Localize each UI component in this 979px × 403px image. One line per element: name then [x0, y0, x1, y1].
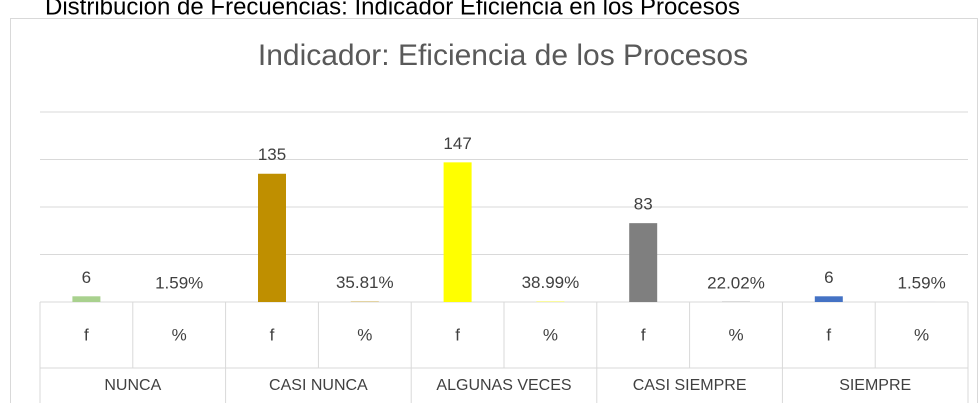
bar: [258, 173, 286, 302]
data-label: 135: [258, 145, 286, 164]
x-tick-label: %: [728, 325, 743, 344]
group-label: NUNCA: [104, 377, 161, 394]
chart-border: [10, 18, 978, 403]
data-label: 1.59%: [155, 273, 203, 292]
bar: [814, 296, 843, 302]
data-label: 22.02%: [707, 273, 765, 292]
page-heading: Distribución de Frecuencias: Indicador E…: [45, 0, 740, 20]
data-label: 1.59%: [897, 273, 945, 292]
x-tick-label: f: [826, 325, 831, 344]
x-tick-label: %: [172, 325, 187, 344]
x-tick-label: f: [455, 325, 460, 344]
bar: [72, 296, 101, 302]
group-label: CASI NUNCA: [269, 377, 368, 394]
data-label: 147: [443, 134, 471, 153]
bar: [443, 162, 472, 302]
group-label: ALGUNAS VECES: [436, 377, 571, 394]
x-tick-label: f: [641, 325, 646, 344]
x-tick-label: %: [914, 325, 929, 344]
group-label: CASI SIEMPRE: [633, 377, 747, 394]
data-label: 35.81%: [336, 273, 394, 292]
chart-title: Indicador: Eficiencia de los Procesos: [258, 39, 748, 72]
data-label: 6: [82, 268, 91, 287]
bar: [629, 223, 658, 302]
data-label: 38.99%: [522, 273, 580, 292]
x-tick-label: %: [543, 325, 558, 344]
x-tick-label: f: [270, 325, 275, 344]
x-tick-label: %: [357, 325, 372, 344]
data-label: 83: [634, 195, 653, 214]
group-label: SIEMPRE: [839, 377, 911, 394]
data-label: 6: [824, 268, 833, 287]
x-tick-label: f: [84, 325, 89, 344]
